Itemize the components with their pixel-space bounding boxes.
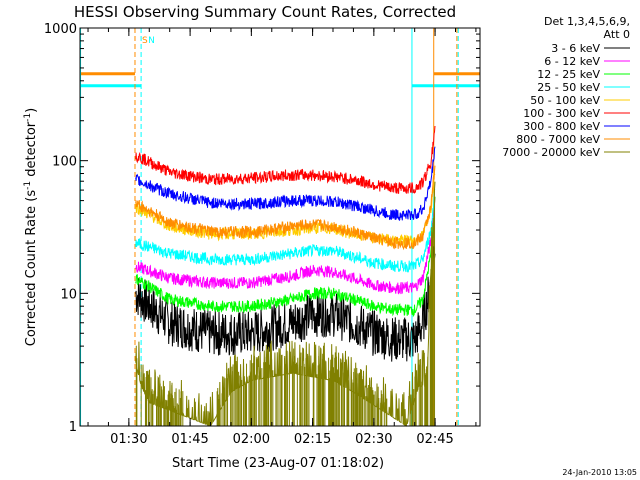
series-line-2 bbox=[135, 196, 436, 318]
x-tick-label-4: 02:30 bbox=[355, 432, 392, 447]
series-line-1 bbox=[135, 197, 436, 295]
y-tick-label-2: 100 bbox=[52, 155, 77, 170]
chart-title: HESSI Observing Summary Count Rates, Cor… bbox=[74, 3, 456, 21]
x-axis-label: Start Time (23-Aug-07 01:18:02) bbox=[172, 456, 384, 471]
timestamp: 24-Jan-2010 13:05 bbox=[562, 468, 637, 477]
legend-entry-label: 3 - 6 keV bbox=[551, 42, 600, 55]
legend-entry-label: 100 - 300 keV bbox=[523, 107, 600, 120]
x-axis: 01:30 01:45 02:00 02:15 02:30 02:45 bbox=[87, 28, 477, 447]
legend-entry-label: 50 - 100 keV bbox=[530, 94, 600, 107]
marker-label-n: N bbox=[148, 36, 155, 46]
y-tick-label-1: 10 bbox=[60, 287, 77, 302]
y-tick-label-0: 1 bbox=[69, 420, 77, 435]
legend-entry-label: 12 - 25 keV bbox=[537, 68, 600, 81]
x-tick-label-2: 02:00 bbox=[233, 432, 270, 447]
y-tick-label-3: 1000 bbox=[44, 22, 77, 37]
legend-entry-label: 25 - 50 keV bbox=[537, 81, 600, 94]
y-axis-label: Corrected Count Rate (s-1 detector-1) bbox=[23, 108, 39, 346]
series-line-5 bbox=[135, 125, 436, 194]
legend-header-line2: Att 0 bbox=[604, 28, 630, 41]
legend-entry-label: 6 - 12 keV bbox=[544, 55, 600, 68]
x-tick-label-5: 02:45 bbox=[416, 432, 453, 447]
legend-entry-label: 7000 - 20000 keV bbox=[502, 146, 600, 159]
legend-entry-label: 800 - 7000 keV bbox=[516, 133, 600, 146]
plot-frame bbox=[79, 27, 481, 427]
series-line-6 bbox=[135, 146, 436, 221]
legend-entry-label: 300 - 800 keV bbox=[523, 120, 600, 133]
series-line-3 bbox=[135, 188, 436, 273]
marker-label-s: S bbox=[142, 36, 148, 46]
x-tick-label-0: 01:30 bbox=[110, 432, 147, 447]
series-line-0 bbox=[135, 246, 436, 362]
y-axis: 1 10 100 1000 bbox=[44, 22, 480, 435]
series-line-4 bbox=[135, 170, 436, 249]
x-tick-label-1: 01:45 bbox=[171, 432, 208, 447]
x-tick-label-3: 02:15 bbox=[294, 432, 331, 447]
legend-header-line1: Det 1,3,4,5,6,9, bbox=[544, 15, 630, 28]
series-line-7 bbox=[135, 165, 436, 251]
